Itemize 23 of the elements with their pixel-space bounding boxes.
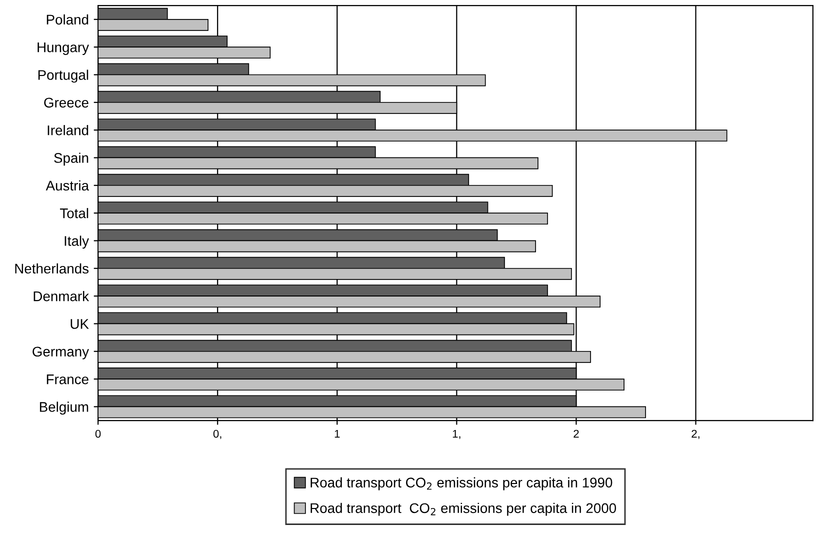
y-tick-label: Spain — [54, 152, 88, 166]
x-tick-label: 2, — [692, 430, 700, 440]
y-tick-label: France — [46, 374, 88, 384]
y-tick-label: Belgium — [40, 402, 88, 415]
x-tick-label: 2 — [574, 430, 579, 438]
legend-label: Road transport CO$_{2}$ emissions per capita in 2000 — [310, 502, 616, 516]
x-tick-label: 0 — [95, 430, 101, 438]
x-tick-label: 0, — [213, 430, 222, 440]
y-tick-label: Total — [60, 208, 88, 218]
x-tick-label: 1, — [452, 430, 460, 440]
y-tick-label: Denmark — [34, 291, 90, 302]
y-tick-label: Greece — [44, 98, 88, 108]
y-tick-label: Poland — [46, 14, 88, 25]
y-tick-label: Hungary — [38, 42, 89, 55]
y-tick-label: Portugal — [38, 70, 88, 83]
y-tick-label: Netherlands — [15, 263, 89, 274]
y-tick-label: Italy — [64, 236, 89, 249]
legend-label: Road transport CO$_{2}$ emissions per capita in 1990 — [310, 477, 612, 490]
y-tick-label: Austria — [46, 180, 90, 191]
x-tick-label: 1 — [334, 430, 340, 438]
y-tick-label: UK — [70, 319, 89, 329]
y-tick-label: Ireland — [48, 125, 88, 136]
y-tick-label: Germany — [32, 346, 89, 360]
